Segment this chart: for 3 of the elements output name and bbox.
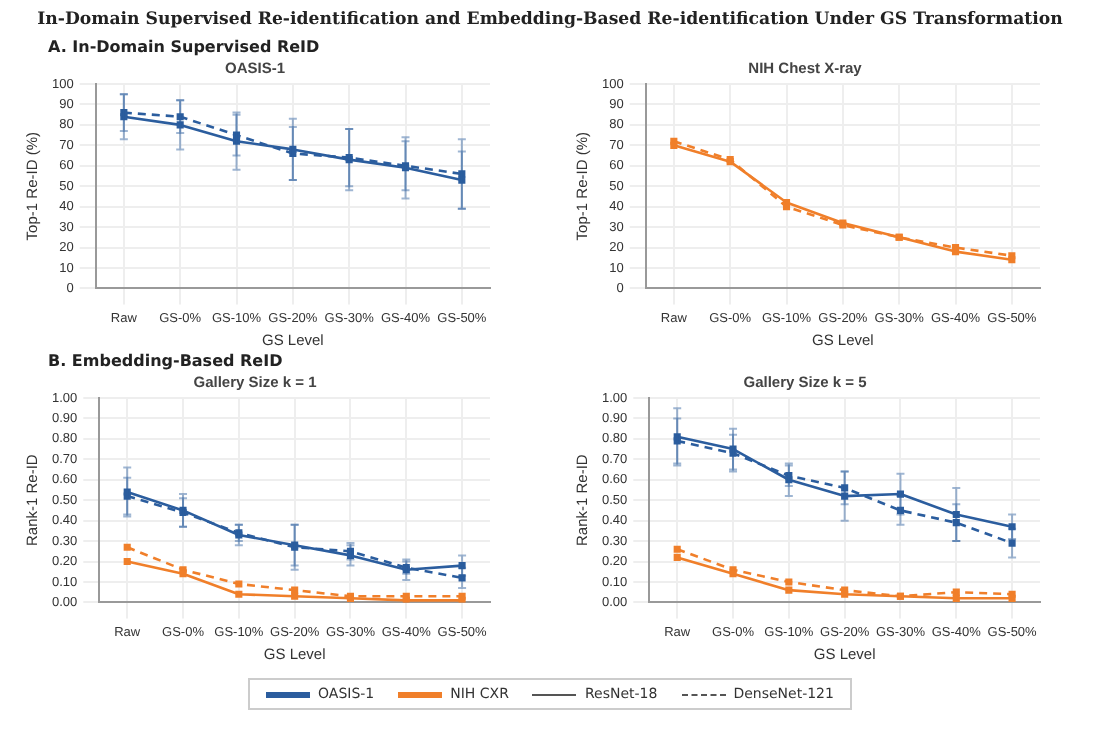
text: In-Domain Supervised Re-identification and Embedding-Based Re-identification Under GS Transformation	[35, 8, 1065, 34]
text: A. In-Domain Supervised ReID	[46, 36, 322, 60]
text: B. Embedding-Based ReID	[46, 350, 285, 374]
